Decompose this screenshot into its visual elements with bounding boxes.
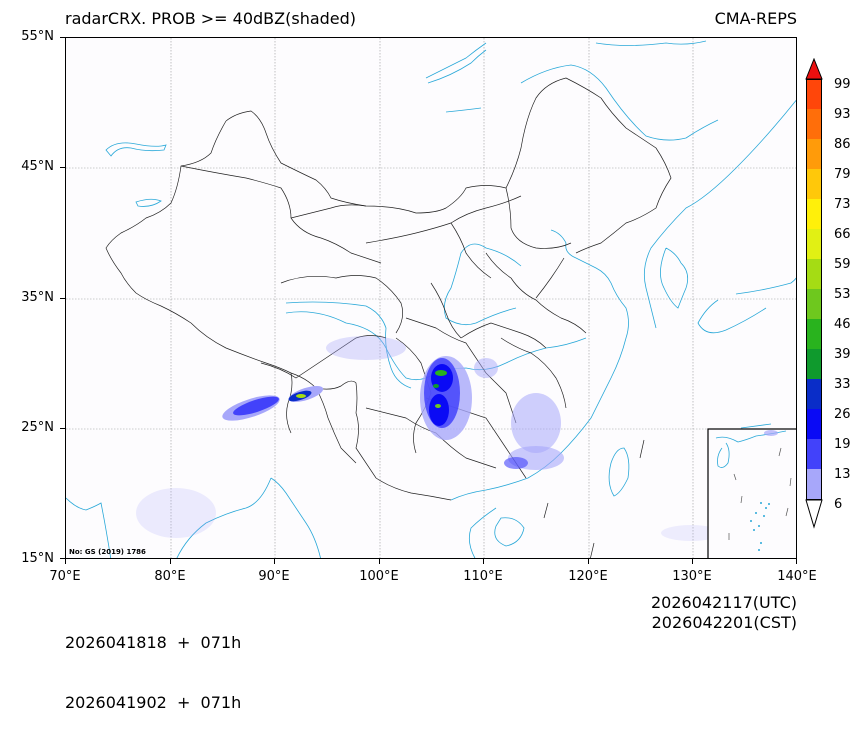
colorbar-segment [806, 259, 822, 290]
colorbar-segment [806, 169, 822, 200]
lat-tick-55: 55°N [21, 29, 54, 44]
boundaries [105, 77, 672, 558]
colorbar-label: 33 [834, 377, 851, 392]
colorbar-label: 99 [834, 77, 851, 92]
colorbar-segment [806, 289, 822, 320]
lon-tick-70: 70°E [49, 569, 81, 584]
tick-mark [60, 558, 65, 559]
init-time-block: 2026041818 + 071h 2026041902 + 071h [65, 593, 241, 733]
tick-mark [692, 559, 693, 564]
colorbar-segment [806, 229, 822, 260]
colorbar-label: 66 [834, 227, 851, 242]
colorbar-label: 19 [834, 437, 851, 452]
colorbar-label: 53 [834, 287, 851, 302]
colorbar-label: 59 [834, 257, 851, 272]
colorbar-segment [806, 139, 822, 170]
tick-mark [483, 559, 484, 564]
tick-mark [60, 37, 65, 38]
colorbar-segment [806, 319, 822, 350]
south-china-sea-inset [707, 428, 796, 558]
tick-mark [60, 298, 65, 299]
colorbar-label: 13 [834, 467, 851, 482]
colorbar-under-arrow [805, 499, 823, 529]
colorbar-label: 26 [834, 407, 851, 422]
colorbar-label: 6 [834, 497, 843, 512]
colorbar-segment [806, 199, 822, 230]
tick-mark [588, 559, 589, 564]
colorbar-segment [806, 409, 822, 440]
lon-tick-90: 90°E [258, 569, 290, 584]
lon-tick-110: 110°E [463, 569, 503, 584]
lon-tick-130: 130°E [672, 569, 712, 584]
colorbar-label: 73 [834, 197, 851, 212]
tick-mark [170, 559, 171, 564]
probability-shading [136, 336, 721, 541]
lon-tick-140: 140°E [777, 569, 817, 584]
colorbar-label: 46 [834, 317, 851, 332]
valid-time-cst: 2026042201(CST) [651, 613, 797, 632]
colorbar-segment [806, 79, 822, 110]
colorbar-segment [806, 109, 822, 140]
chart-title: radarCRX. PROB >= 40dBZ(shaded) [65, 9, 357, 28]
tick-mark [796, 559, 797, 564]
valid-time-utc: 2026042117(UTC) [651, 593, 797, 612]
coastlines [66, 40, 796, 558]
init-time-utc: 2026041818 + 071h [65, 633, 242, 652]
colorbar-label: 79 [834, 167, 851, 182]
map-canvas [66, 38, 796, 558]
lon-tick-100: 100°E [359, 569, 399, 584]
model-name: CMA-REPS [714, 9, 797, 28]
colorbar-label: 39 [834, 347, 851, 362]
colorbar-segment [806, 349, 822, 380]
colorbar-label: 93 [834, 107, 851, 122]
gridlines [66, 38, 796, 558]
colorbar-segment [806, 379, 822, 410]
lon-tick-80: 80°E [154, 569, 186, 584]
map-approval-number: No: GS (2019) 1786 [69, 548, 146, 556]
colorbar-segment [806, 469, 822, 500]
colorbar-label: 86 [834, 137, 851, 152]
lat-tick-25: 25°N [21, 420, 54, 435]
tick-mark [60, 167, 65, 168]
lat-tick-35: 35°N [21, 290, 54, 305]
tick-mark [65, 559, 66, 564]
lon-tick-120: 120°E [568, 569, 608, 584]
tick-mark [60, 428, 65, 429]
lat-tick-15: 15°N [21, 551, 54, 566]
colorbar-over-arrow [805, 58, 823, 80]
valid-time-block: 2026042117(UTC) 2026042201(CST) [651, 593, 797, 633]
tick-mark [274, 559, 275, 564]
lat-tick-45: 45°N [21, 159, 54, 174]
tick-mark [379, 559, 380, 564]
map-plot-area: No: GS (2019) 1786 [65, 37, 797, 559]
init-time-cst: 2026041902 + 071h [65, 693, 242, 712]
colorbar-segment [806, 439, 822, 470]
